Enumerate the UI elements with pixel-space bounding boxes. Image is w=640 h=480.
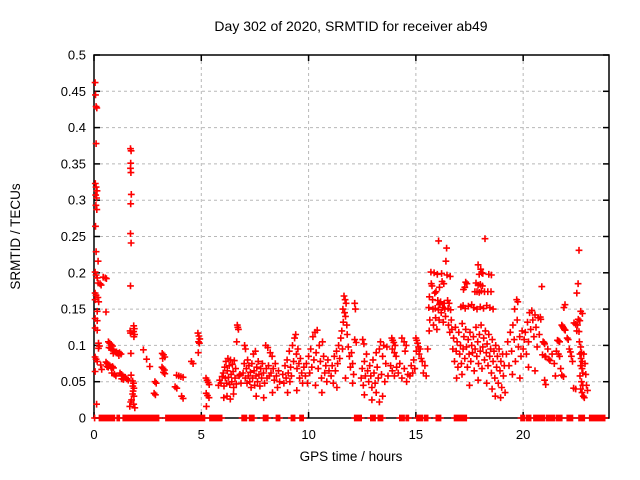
xtick-label: 0 <box>90 427 97 442</box>
xtick-label: 15 <box>409 427 423 442</box>
ytick-label: 0.15 <box>61 302 86 317</box>
ytick-label: 0 <box>79 411 86 426</box>
xtick-label: 10 <box>301 427 315 442</box>
ytick-label: 0.35 <box>61 156 86 171</box>
ytick-label: 0.4 <box>68 120 86 135</box>
series-points <box>91 79 591 412</box>
tick-label-layer: 0 0.05 0.1 0.15 0.2 0.25 0.3 0.35 0.4 0.45 0.5 0 5 10… <box>61 48 531 443</box>
points-layer <box>91 79 609 422</box>
xtick-label: 5 <box>198 427 205 442</box>
ytick-label: 0.25 <box>61 229 86 244</box>
ytick-label: 0.5 <box>68 48 86 63</box>
ytick-label: 0.05 <box>61 374 86 389</box>
x-axis-label: GPS time / hours <box>300 449 403 464</box>
y-axis-label: SRMTID / TECUs <box>8 183 23 290</box>
ytick-label: 0.2 <box>68 265 86 280</box>
zero-value-points <box>91 414 609 422</box>
ytick-label: 0.3 <box>68 193 86 208</box>
ytick-label: 0.1 <box>68 338 86 353</box>
chart-title: Day 302 of 2020, SRMTID for receiver ab4… <box>214 18 487 34</box>
ytick-label: 0.45 <box>61 84 86 99</box>
xtick-label: 20 <box>516 427 530 442</box>
grid-layer <box>94 55 609 418</box>
